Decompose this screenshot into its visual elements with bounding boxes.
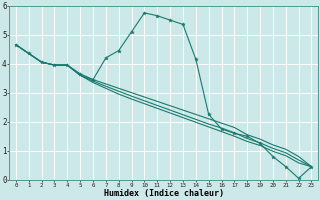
X-axis label: Humidex (Indice chaleur): Humidex (Indice chaleur) [104,189,224,198]
